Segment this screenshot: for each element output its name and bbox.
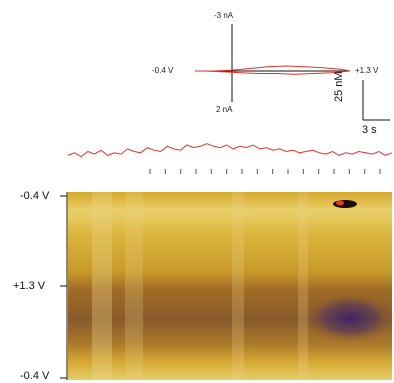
color-plot-dip [305,294,394,342]
y-tick-label-top: -0.4 V [20,190,50,202]
y-tick-label-middle: +1.3 V [13,280,46,292]
color-plot-band-2 [125,192,143,380]
cv-bottom-label: 2 nA [216,105,233,114]
scale-bar-x-label: 3 s [362,124,377,136]
cv-left-label: -0.4 V [152,66,174,75]
color-plot-band-3 [232,192,244,380]
color-plot-band-1 [92,192,112,380]
color-plot-peak-core [336,200,344,206]
concentration-line [67,143,393,158]
cv-series-1 [195,65,351,72]
cv-top-label: -3 nA [214,11,234,20]
color-plot-band-4 [298,192,308,380]
y-tick-label-bottom: -0.4 V [20,370,50,382]
cv-series-2 [195,70,351,75]
color-plot-background [68,192,392,380]
cv-right-label: +1.3 V [355,66,379,75]
